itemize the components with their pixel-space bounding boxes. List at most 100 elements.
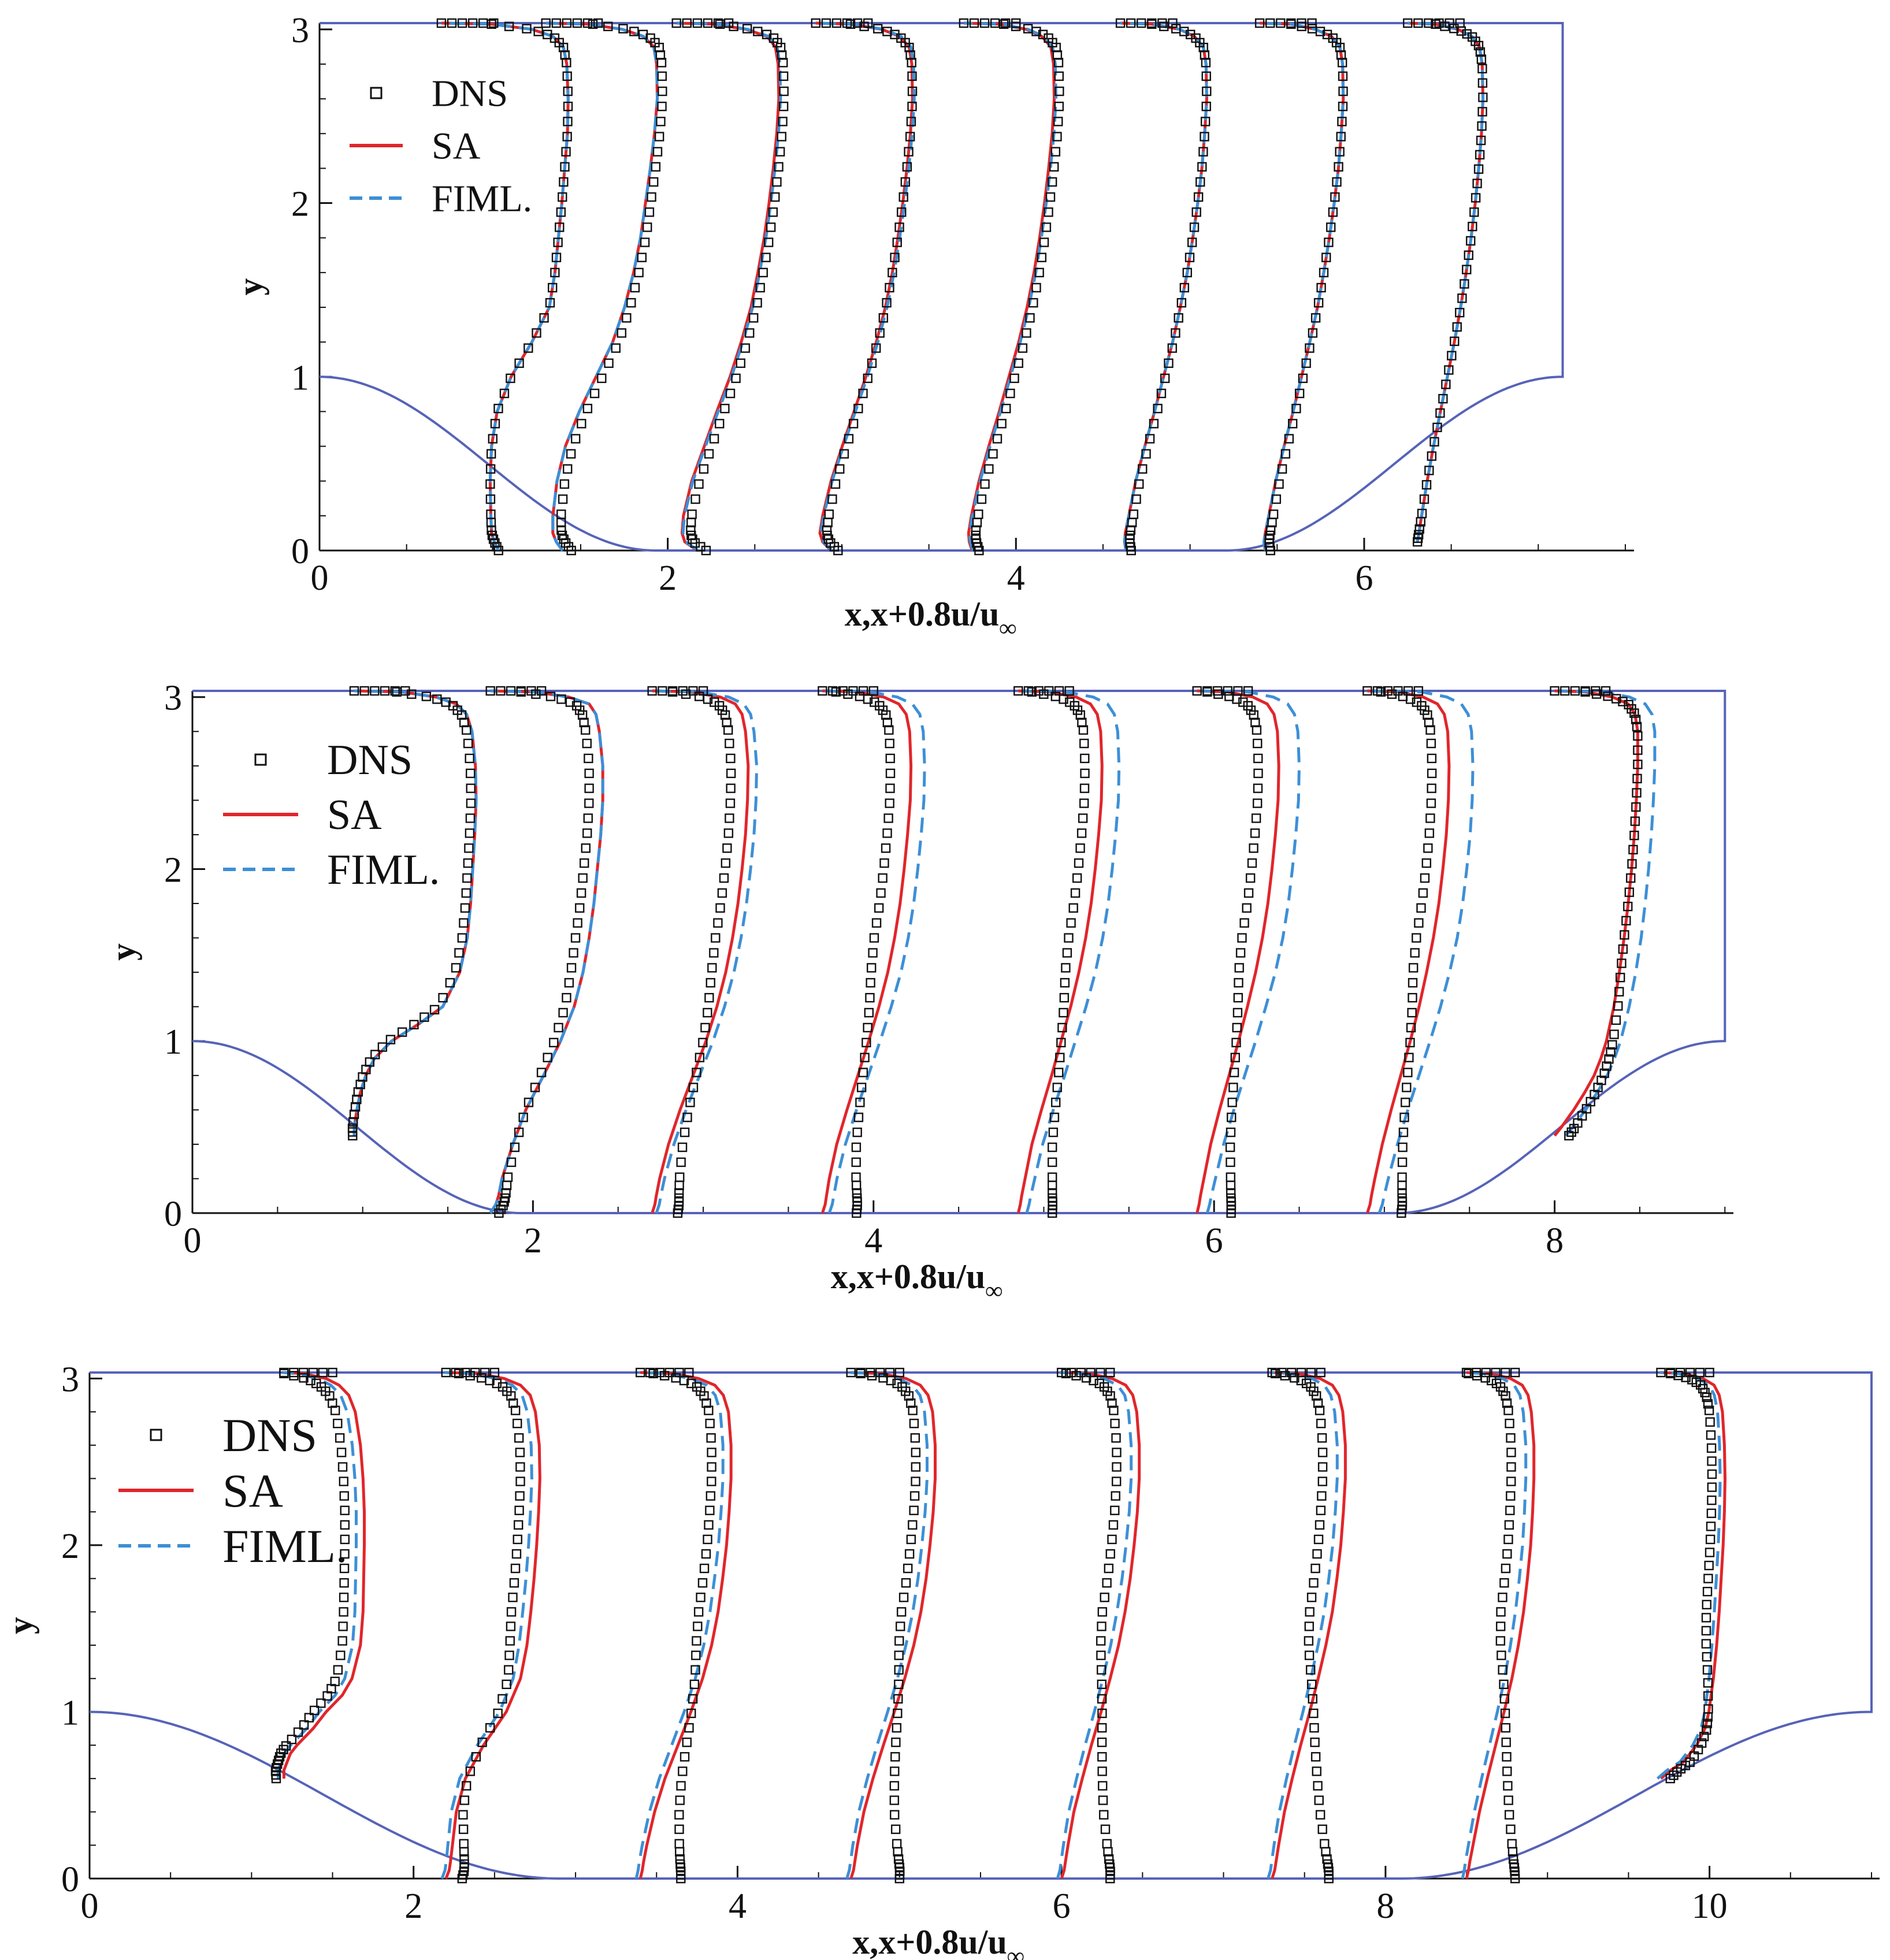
dns-marker bbox=[726, 768, 736, 778]
dns-marker bbox=[976, 494, 987, 504]
dns-marker bbox=[1321, 252, 1331, 262]
dns-marker bbox=[1247, 858, 1257, 868]
dns-marker bbox=[533, 27, 543, 36]
dns-marker bbox=[1452, 322, 1462, 332]
dns-marker bbox=[969, 18, 979, 28]
dns-marker bbox=[441, 697, 451, 707]
dns-marker bbox=[704, 992, 714, 1003]
dns-marker bbox=[1145, 434, 1155, 444]
dns-marker bbox=[674, 1839, 684, 1849]
dns-marker bbox=[1669, 1771, 1679, 1780]
dns-marker bbox=[835, 464, 845, 474]
dns-marker bbox=[1287, 1367, 1297, 1378]
dns-marker bbox=[466, 783, 476, 793]
dns-marker bbox=[701, 1398, 711, 1408]
dns-marker bbox=[1227, 1098, 1237, 1107]
dns-marker bbox=[359, 686, 369, 696]
dns-marker bbox=[1707, 1495, 1717, 1505]
dns-marker bbox=[1317, 1433, 1327, 1443]
dns-marker bbox=[1706, 1522, 1716, 1531]
dns-marker bbox=[856, 1367, 866, 1378]
dns-marker bbox=[1315, 1520, 1325, 1530]
dns-marker bbox=[485, 464, 496, 474]
dns-marker bbox=[1310, 1737, 1320, 1747]
dns-marker bbox=[1702, 1600, 1711, 1609]
dns-marker bbox=[1633, 760, 1643, 769]
dns-marker bbox=[1472, 178, 1482, 188]
x-tick-label: 2 bbox=[404, 1887, 422, 1926]
dns-marker bbox=[1005, 388, 1015, 399]
dns-marker bbox=[707, 1462, 716, 1472]
dns-marker bbox=[682, 1113, 692, 1122]
dns-marker bbox=[1601, 686, 1611, 696]
dns-marker bbox=[742, 24, 752, 34]
dns-marker bbox=[336, 1650, 346, 1660]
dns-marker bbox=[523, 1098, 534, 1107]
dns-marker bbox=[1271, 1368, 1280, 1378]
dns-marker bbox=[1506, 1491, 1516, 1501]
dns-marker bbox=[1054, 101, 1064, 111]
dns-marker bbox=[863, 1022, 872, 1033]
dns-marker bbox=[1501, 1737, 1511, 1747]
dns-marker bbox=[1462, 265, 1472, 274]
dns-marker bbox=[676, 1157, 686, 1167]
legend-symbol-dns bbox=[150, 1429, 162, 1441]
dns-marker bbox=[390, 686, 400, 696]
dns-marker bbox=[1457, 293, 1467, 303]
dns-marker bbox=[1048, 1142, 1057, 1152]
dns-marker bbox=[304, 1713, 314, 1723]
dns-marker bbox=[1071, 1371, 1081, 1381]
dns-marker bbox=[457, 933, 467, 943]
dns-marker bbox=[709, 434, 719, 444]
fiml-profile bbox=[1120, 21, 1209, 551]
dns-marker bbox=[688, 1694, 698, 1704]
dns-marker bbox=[465, 1766, 476, 1776]
dns-marker bbox=[1707, 1482, 1717, 1492]
dns-marker bbox=[1687, 1375, 1697, 1385]
dns-marker bbox=[1403, 686, 1413, 696]
dns-marker bbox=[562, 992, 571, 1003]
dns-marker bbox=[562, 71, 572, 81]
x-tick-label: 0 bbox=[184, 1221, 202, 1260]
fiml-profile bbox=[845, 1371, 929, 1879]
dns-marker bbox=[715, 419, 725, 429]
dns-marker bbox=[1315, 1810, 1325, 1820]
dns-marker bbox=[436, 18, 447, 28]
dns-marker bbox=[1086, 1367, 1096, 1378]
dns-marker bbox=[1280, 449, 1291, 459]
dns-marker bbox=[1287, 419, 1298, 429]
dns-marker bbox=[338, 1621, 348, 1631]
dns-marker bbox=[1249, 843, 1258, 853]
dns-marker bbox=[715, 903, 725, 913]
dns-marker bbox=[565, 697, 575, 707]
dns-marker bbox=[505, 1636, 515, 1646]
dns-marker bbox=[774, 162, 784, 172]
dns-marker bbox=[676, 1781, 686, 1791]
dns-marker bbox=[1656, 1367, 1666, 1378]
dns-marker bbox=[885, 768, 896, 778]
dns-marker bbox=[514, 1127, 524, 1137]
dns-marker bbox=[1615, 972, 1625, 983]
dns-marker bbox=[461, 1781, 471, 1791]
dns-marker bbox=[686, 530, 696, 541]
dns-marker bbox=[878, 1373, 888, 1383]
dns-marker bbox=[674, 1193, 684, 1203]
dns-marker bbox=[1308, 328, 1318, 338]
dns-marker bbox=[1304, 1636, 1314, 1646]
dns-marker bbox=[1320, 1839, 1330, 1849]
dns-marker bbox=[504, 1650, 514, 1660]
dns-marker bbox=[299, 1720, 309, 1730]
dns-marker bbox=[1401, 1098, 1410, 1107]
dns-marker bbox=[547, 282, 558, 293]
dns-marker bbox=[1048, 1127, 1059, 1137]
dns-marker bbox=[1591, 689, 1602, 699]
dns-marker bbox=[1509, 1859, 1519, 1869]
dns-marker bbox=[1317, 1462, 1328, 1472]
dns-marker bbox=[1147, 18, 1157, 28]
dns-marker bbox=[486, 509, 496, 519]
dns-marker bbox=[858, 388, 868, 399]
dns-marker bbox=[1195, 177, 1205, 187]
dns-marker bbox=[1632, 773, 1642, 784]
dns-marker bbox=[1243, 686, 1253, 696]
dns-marker bbox=[1306, 1679, 1317, 1689]
